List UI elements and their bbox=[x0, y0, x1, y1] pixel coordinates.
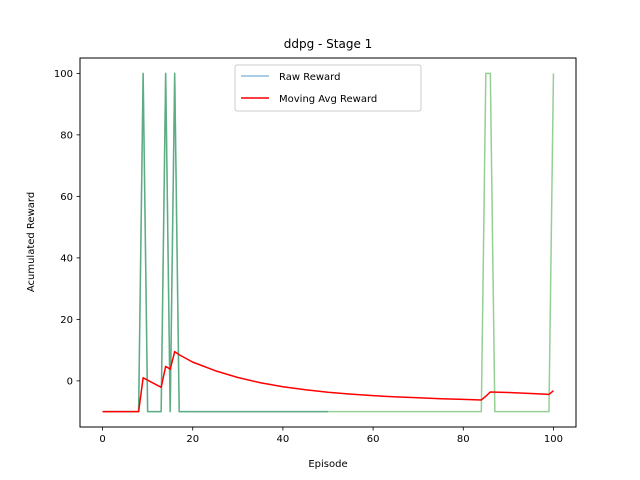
plot-area bbox=[102, 72, 555, 413]
x-tick-label: 60 bbox=[367, 434, 380, 445]
y-tick-label: 20 bbox=[60, 315, 73, 326]
legend-label: Raw Reward bbox=[279, 72, 340, 83]
axes-frame bbox=[79, 57, 577, 428]
x-tick-label: 40 bbox=[277, 434, 290, 445]
x-axis-label: Episode bbox=[308, 459, 347, 470]
legend-box bbox=[234, 64, 422, 112]
y-tick-label: 60 bbox=[60, 192, 73, 203]
y-axis-label: Acumulated Reward bbox=[26, 192, 37, 292]
series-line-3 bbox=[102, 350, 554, 413]
series-line-2 bbox=[102, 72, 555, 413]
x-tick-label: 20 bbox=[186, 434, 199, 445]
x-tick-label: 100 bbox=[544, 434, 563, 445]
y-tick-label: 80 bbox=[60, 130, 73, 141]
chart-title: ddpg - Stage 1 bbox=[284, 37, 373, 51]
legend-label: Moving Avg Reward bbox=[279, 94, 377, 105]
legend: Raw Reward Moving Avg Reward bbox=[234, 64, 422, 112]
x-tick-label: 0 bbox=[99, 434, 105, 445]
x-tick-label: 80 bbox=[457, 434, 470, 445]
axis-ticks: 0 20 40 60 80 100 0 20 40 60 80 100 bbox=[54, 69, 563, 445]
y-tick-label: 0 bbox=[67, 376, 73, 387]
y-tick-label: 40 bbox=[60, 253, 73, 264]
y-tick-label: 100 bbox=[54, 69, 73, 80]
